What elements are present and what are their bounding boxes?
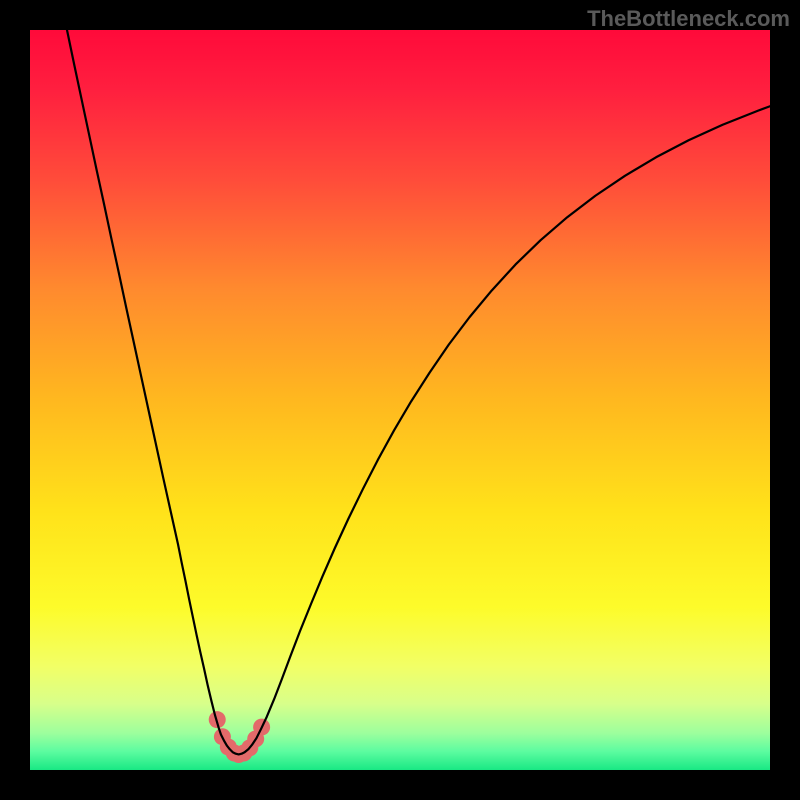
curve-marker: [214, 728, 231, 745]
chart-frame: TheBottleneck.com: [0, 0, 800, 800]
curve-marker: [235, 744, 252, 761]
watermark-text: TheBottleneck.com: [587, 6, 790, 32]
curve-marker: [253, 719, 270, 736]
curve-marker: [226, 744, 243, 761]
curve-marker: [220, 739, 237, 756]
plot-area: [30, 30, 770, 770]
marker-group: [209, 711, 270, 763]
curve-marker: [209, 711, 226, 728]
chart-svg: [30, 30, 770, 770]
bottleneck-curve: [67, 30, 770, 754]
curve-marker: [230, 746, 247, 763]
curve-marker: [241, 739, 258, 756]
curve-marker: [247, 730, 264, 747]
